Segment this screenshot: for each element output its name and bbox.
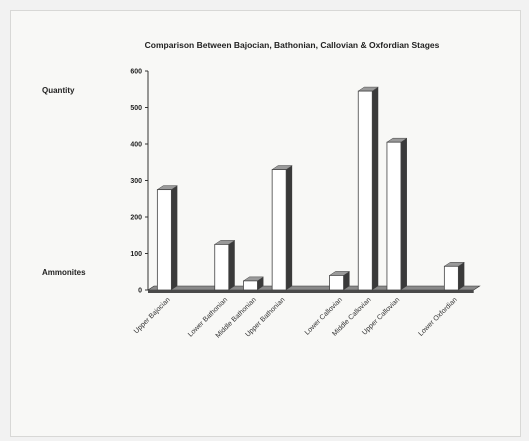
bar-side [372,87,379,290]
bar [357,90,373,291]
chart-frame [10,10,521,437]
y-tick-label: 200 [130,215,142,222]
y-tick-label: 100 [130,251,142,258]
bar [214,243,230,291]
chart-title: Comparison Between Bajocian, Bathonian, … [144,40,440,50]
y-tick-label: 0 [138,288,142,295]
chart-floor-front [148,290,474,293]
y-tick-label: 600 [130,69,142,76]
bar [271,169,287,291]
bar-side [400,138,407,290]
y-tick-label: 300 [130,178,142,185]
bar-side [343,271,350,290]
bar [243,280,258,291]
bar-side [286,165,293,290]
x-tick-label: Lower Oxfordian [417,296,458,337]
y-axis-label-ammonites: Ammonites [42,268,86,277]
bar [156,189,172,291]
y-tick-label: 500 [130,105,142,112]
bar-side [171,185,178,290]
bar [329,274,344,291]
bar-side [458,262,465,290]
bar [443,265,459,291]
chart-floor-top [147,285,481,291]
x-tick-label: Upper Bajocian [133,296,172,335]
y-axis-label-quantity: Quantity [42,86,75,95]
bar-side [228,240,235,290]
bar [386,141,402,291]
y-tick-label: 400 [130,142,142,149]
